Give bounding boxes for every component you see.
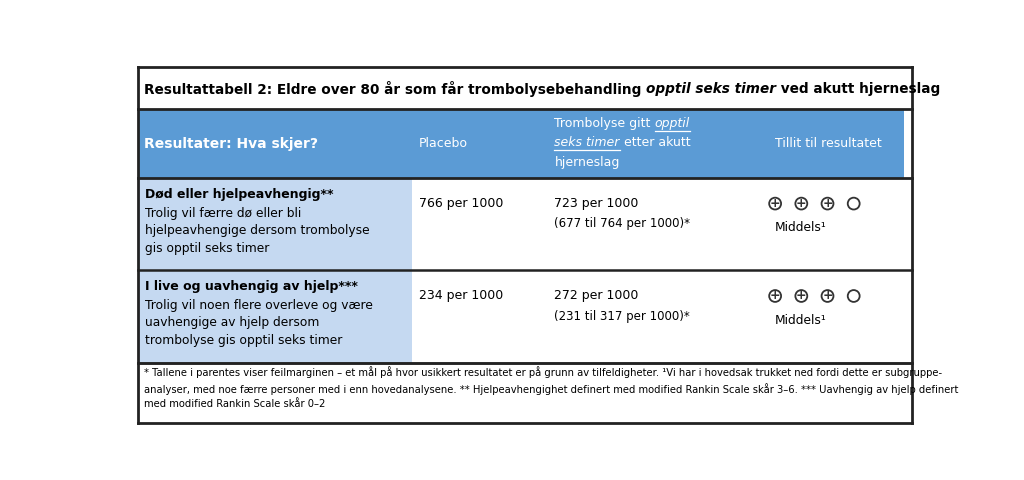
Text: (231 til 317 per 1000)*: (231 til 317 per 1000)*	[554, 310, 690, 323]
Bar	[548, 270, 769, 362]
Text: opptil seks timer: opptil seks timer	[646, 82, 776, 96]
Text: Resultattabell 2: Eldre over 80 år som får trombolysebehandling: Resultattabell 2: Eldre over 80 år som f…	[143, 81, 646, 97]
Text: I live og uavhengig av hjelp***: I live og uavhengig av hjelp***	[145, 280, 358, 293]
Text: +: +	[822, 197, 833, 210]
Text: 766 per 1000: 766 per 1000	[419, 197, 503, 210]
Bar	[548, 178, 769, 270]
Bar	[413, 109, 548, 178]
Text: Middels¹: Middels¹	[775, 221, 827, 234]
Bar	[548, 109, 769, 178]
Text: Trombolyse gitt: Trombolyse gitt	[554, 117, 654, 130]
Text: +: +	[796, 197, 807, 210]
Text: Trolig vil noen flere overleve og være
uavhengige av hjelp dersom
trombolyse gis: Trolig vil noen flere overleve og være u…	[145, 299, 374, 347]
Text: Placebo: Placebo	[419, 137, 468, 150]
Bar	[769, 270, 904, 362]
Text: seks timer: seks timer	[554, 136, 620, 149]
Text: Død eller hjelpeavhengig**: Død eller hjelpeavhengig**	[145, 188, 334, 201]
Text: Trolig vil færre dø eller bli
hjelpeavhengige dersom trombolyse
gis opptil seks : Trolig vil færre dø eller bli hjelpeavhe…	[145, 206, 370, 254]
Text: 272 per 1000: 272 per 1000	[554, 289, 639, 302]
Bar	[137, 178, 413, 270]
Bar	[137, 270, 413, 362]
Text: ved akutt hjerneslag: ved akutt hjerneslag	[776, 82, 940, 96]
Bar	[769, 178, 904, 270]
Text: Middels¹: Middels¹	[775, 313, 827, 326]
Bar	[137, 67, 912, 109]
Bar	[413, 270, 548, 362]
Text: Resultater: Hva skjer?: Resultater: Hva skjer?	[143, 136, 317, 151]
Text: +: +	[822, 289, 833, 302]
Text: Tillit til resultatet: Tillit til resultatet	[775, 137, 882, 150]
Text: hjerneslag: hjerneslag	[554, 156, 620, 169]
Text: +: +	[770, 197, 780, 210]
Text: +: +	[770, 289, 780, 302]
Bar	[137, 109, 413, 178]
Bar	[769, 109, 904, 178]
Text: opptil: opptil	[654, 117, 690, 130]
Text: +: +	[796, 289, 807, 302]
Text: 234 per 1000: 234 per 1000	[419, 289, 503, 302]
Text: * Tallene i parentes viser feilmarginen – et mål på hvor usikkert resultatet er : * Tallene i parentes viser feilmarginen …	[143, 366, 958, 409]
Text: 723 per 1000: 723 per 1000	[554, 197, 639, 210]
Bar	[413, 178, 548, 270]
Text: (677 til 764 per 1000)*: (677 til 764 per 1000)*	[554, 217, 690, 230]
Text: etter akutt: etter akutt	[620, 136, 690, 149]
